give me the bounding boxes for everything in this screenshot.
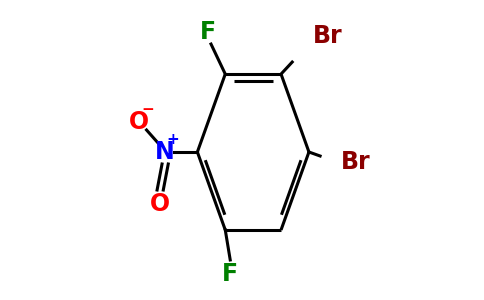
Text: N: N: [155, 140, 175, 164]
Text: O: O: [150, 192, 170, 216]
Text: Br: Br: [313, 24, 343, 48]
Text: −: −: [141, 101, 154, 116]
Text: F: F: [222, 262, 238, 286]
Text: Br: Br: [341, 150, 371, 174]
Text: O: O: [129, 110, 149, 134]
Text: +: +: [166, 133, 179, 148]
Text: F: F: [200, 20, 216, 44]
